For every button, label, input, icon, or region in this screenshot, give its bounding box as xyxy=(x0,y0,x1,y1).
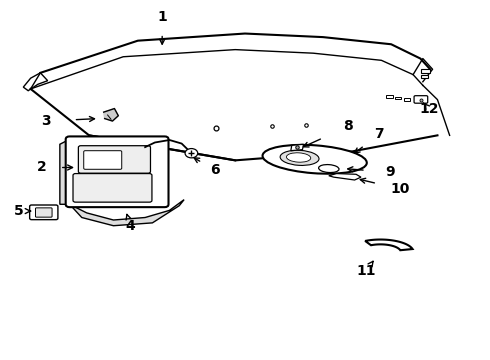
Text: 4: 4 xyxy=(125,219,135,233)
FancyBboxPatch shape xyxy=(78,146,150,173)
Text: 6: 6 xyxy=(210,163,220,177)
Ellipse shape xyxy=(263,145,367,174)
Text: 8: 8 xyxy=(343,120,353,134)
Bar xyxy=(421,75,428,78)
Text: 5: 5 xyxy=(14,204,24,218)
Polygon shape xyxy=(291,144,303,151)
Bar xyxy=(395,97,401,99)
FancyBboxPatch shape xyxy=(66,136,169,207)
Text: 11: 11 xyxy=(356,264,375,278)
Text: 9: 9 xyxy=(385,165,395,179)
Polygon shape xyxy=(104,109,118,121)
Polygon shape xyxy=(70,200,184,226)
Bar xyxy=(421,69,430,73)
Text: 7: 7 xyxy=(374,127,384,141)
Polygon shape xyxy=(329,174,361,180)
Text: 1: 1 xyxy=(157,10,167,24)
Text: 3: 3 xyxy=(41,114,51,128)
Ellipse shape xyxy=(280,150,319,166)
FancyBboxPatch shape xyxy=(30,205,58,220)
Polygon shape xyxy=(60,139,70,204)
Ellipse shape xyxy=(287,153,311,162)
Text: 2: 2 xyxy=(36,161,46,175)
Ellipse shape xyxy=(318,165,339,172)
FancyBboxPatch shape xyxy=(73,174,152,202)
Polygon shape xyxy=(365,239,413,250)
Circle shape xyxy=(185,149,198,158)
FancyBboxPatch shape xyxy=(84,151,122,169)
Bar xyxy=(386,95,392,98)
Bar xyxy=(404,98,410,101)
Text: 10: 10 xyxy=(390,182,410,196)
FancyBboxPatch shape xyxy=(414,96,428,103)
FancyBboxPatch shape xyxy=(35,208,52,217)
Text: 12: 12 xyxy=(419,102,439,116)
